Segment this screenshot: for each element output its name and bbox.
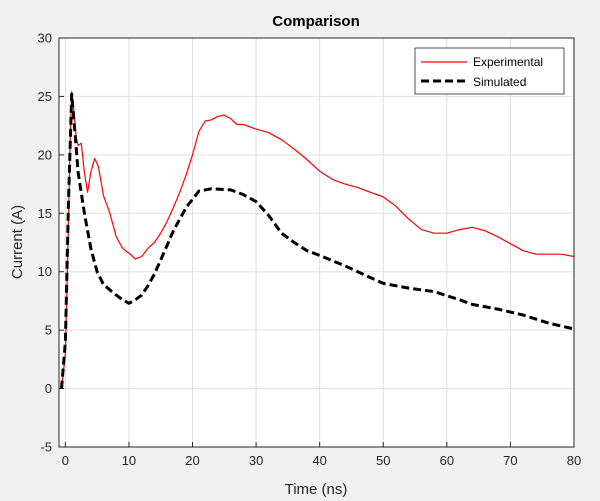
legend-box [414, 47, 565, 95]
x-tick-label: 60 [440, 453, 454, 468]
y-tick-label: 5 [45, 323, 52, 338]
chart-title: Comparison [272, 13, 360, 30]
y-tick-label: 25 [38, 89, 52, 104]
y-tick-label: -5 [40, 440, 52, 455]
x-tick-label: 50 [376, 453, 390, 468]
y-tick-label: 10 [38, 264, 52, 279]
x-axis-label: Time (ns) [285, 481, 348, 498]
y-axis-label: Current (A) [9, 205, 26, 279]
y-tick-label: 20 [38, 147, 52, 162]
x-tick-label: 80 [567, 453, 581, 468]
ticks: 0 10 20 30 40 50 60 70 80 -5 0 5 10 15 20 25 30 [38, 31, 582, 469]
legend-label-experimental: Experimental [473, 55, 543, 69]
y-tick-label: 30 [38, 31, 52, 46]
plot-area [59, 38, 574, 447]
x-tick-label: 40 [312, 453, 326, 468]
series-line-experimental [60, 91, 575, 389]
x-tick-label: 30 [249, 453, 263, 468]
legend-label-simulated: Simulated [473, 75, 526, 89]
y-tick-label: 15 [38, 206, 52, 221]
series-line-simulated [60, 92, 575, 389]
legend: Experimental Simulated [414, 47, 565, 95]
x-tick-label: 10 [122, 453, 136, 468]
x-tick-label: 0 [62, 453, 69, 468]
y-tick-label: 0 [45, 381, 52, 396]
x-tick-label: 70 [503, 453, 517, 468]
series-layer [60, 91, 575, 389]
plot-frame [58, 37, 575, 448]
x-tick-label: 20 [185, 453, 199, 468]
